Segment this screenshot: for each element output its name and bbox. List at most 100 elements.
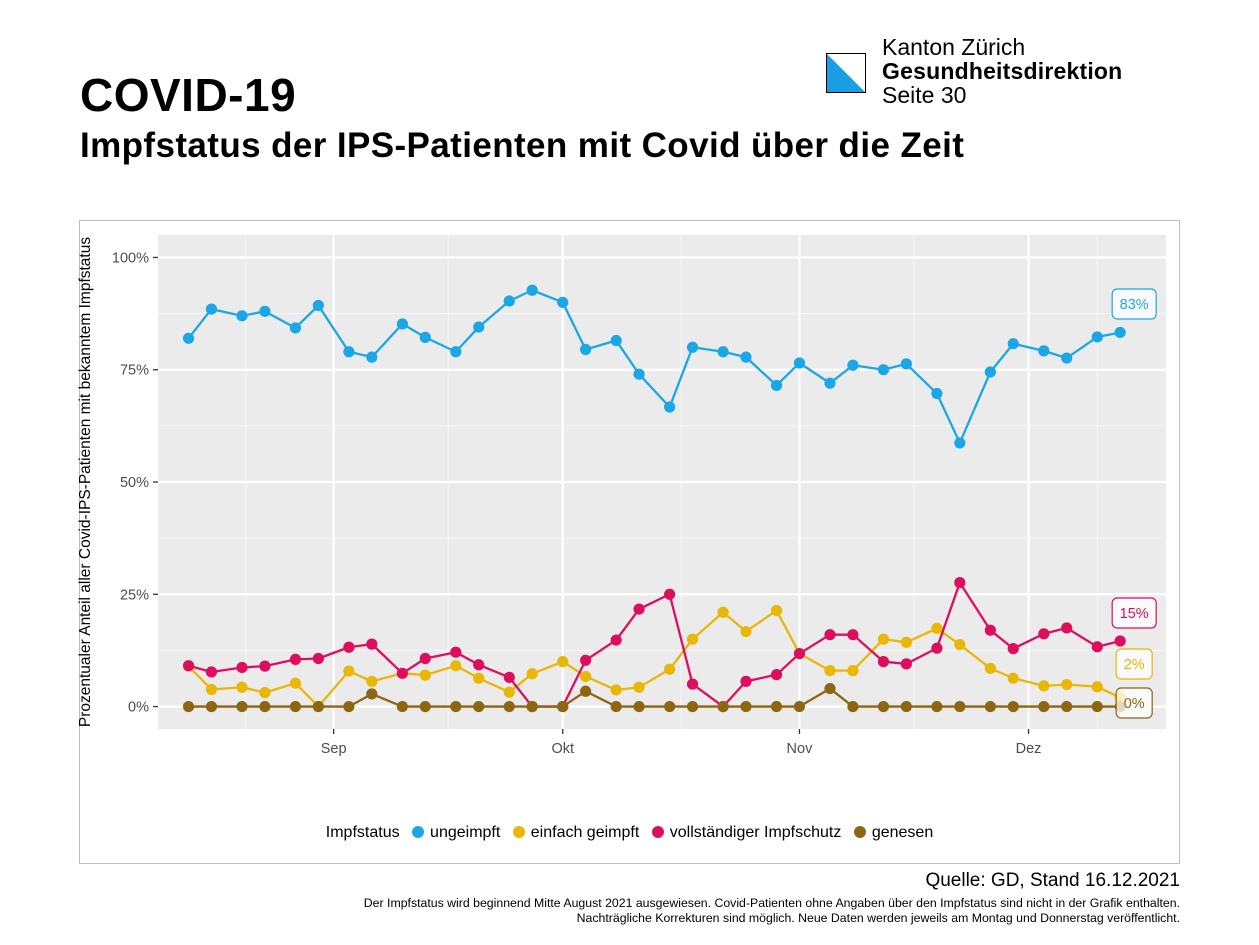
data-point <box>633 681 645 693</box>
legend-item-vollstaendiger-impfschutz: vollständiger Impfschutz <box>651 824 842 842</box>
data-point <box>740 675 752 687</box>
data-point <box>610 634 622 646</box>
data-point <box>503 700 515 713</box>
data-point <box>717 700 729 713</box>
data-point <box>580 654 592 666</box>
data-point <box>1061 700 1073 713</box>
data-point <box>580 670 592 683</box>
data-point <box>366 638 378 650</box>
data-point <box>343 346 355 358</box>
data-point <box>396 700 408 713</box>
data-point <box>312 652 324 665</box>
data-point <box>343 700 355 713</box>
data-point <box>450 700 462 713</box>
data-point <box>931 642 943 654</box>
data-point <box>633 603 645 615</box>
data-point <box>289 677 302 689</box>
data-point <box>1114 326 1126 339</box>
data-point <box>900 636 912 648</box>
data-point <box>205 666 218 678</box>
data-point <box>1007 338 1019 350</box>
department-name: Gesundheitsdirektion <box>882 58 1123 84</box>
data-point <box>580 685 592 697</box>
data-point <box>877 656 890 668</box>
data-point <box>289 322 302 334</box>
end-label-box <box>1111 597 1157 629</box>
chart-frame <box>79 220 1180 864</box>
data-point <box>610 684 622 696</box>
data-point <box>312 700 324 713</box>
legend-dot <box>651 826 664 838</box>
data-point <box>954 700 966 713</box>
data-point <box>877 700 890 713</box>
data-point <box>1061 678 1073 691</box>
org-name: Kanton Zürich <box>882 34 1026 60</box>
data-point <box>931 700 943 713</box>
y-axis-label: Prozentualer Anteil aller Covid-IPS-Pati… <box>77 236 94 728</box>
data-point <box>236 661 248 674</box>
data-point <box>473 659 485 671</box>
data-point <box>182 700 195 713</box>
data-point <box>1038 680 1050 692</box>
data-point <box>557 296 569 308</box>
data-point <box>450 660 462 672</box>
data-point <box>824 377 836 389</box>
data-point <box>473 700 485 713</box>
data-point <box>984 624 996 636</box>
data-point <box>793 700 806 713</box>
data-point <box>877 633 890 645</box>
data-point <box>824 665 836 677</box>
data-point <box>557 700 569 713</box>
data-point <box>236 310 248 322</box>
y-tick-label: 75% <box>120 363 149 379</box>
series-line <box>187 609 1121 708</box>
series-genesen <box>182 682 1126 713</box>
legend-label: ungeimpft <box>430 824 501 841</box>
data-point <box>205 700 218 713</box>
data-point <box>610 700 622 713</box>
legend-dot <box>512 826 525 838</box>
x-tick-label: Sep <box>321 741 347 757</box>
end-label: 0% <box>1124 696 1145 712</box>
data-point <box>664 588 676 600</box>
data-point <box>182 660 195 672</box>
data-point <box>824 682 836 695</box>
data-point <box>793 357 806 369</box>
data-point <box>1038 628 1050 640</box>
data-point <box>1007 700 1019 713</box>
data-point <box>770 604 783 617</box>
data-point <box>396 318 408 330</box>
data-point <box>419 669 431 681</box>
data-point <box>717 606 729 618</box>
data-point <box>289 653 302 665</box>
x-tick-label: Nov <box>787 741 814 757</box>
legend-label: einfach geimpft <box>530 824 640 841</box>
legend-label: genesen <box>871 824 934 841</box>
data-point <box>954 638 966 651</box>
data-point <box>259 687 271 699</box>
zurich-canton-flag-icon <box>826 53 866 93</box>
organization-block: Kanton Zürich Gesundheitsdirektion Seite… <box>882 35 1122 107</box>
data-point <box>419 652 431 665</box>
data-point <box>503 671 515 683</box>
legend-dot <box>412 826 425 838</box>
data-point <box>717 346 729 358</box>
data-point <box>847 700 859 713</box>
data-point <box>740 625 752 638</box>
data-point <box>793 647 806 660</box>
data-point <box>396 667 408 679</box>
footnotes: Der Impfstatus wird beginnend Mitte Augu… <box>364 896 1180 926</box>
data-point <box>366 675 378 687</box>
data-point <box>877 364 890 376</box>
data-point <box>205 303 218 315</box>
data-point <box>1061 352 1073 364</box>
series-ungeimpft <box>182 284 1126 449</box>
data-point <box>526 668 538 680</box>
x-tick-label: Okt <box>551 741 574 757</box>
data-point <box>580 343 592 356</box>
legend-label: vollständiger Impfschutz <box>669 824 842 841</box>
data-point <box>686 700 699 713</box>
y-tick-label: 50% <box>120 475 149 491</box>
y-tick-label: 0% <box>128 700 149 716</box>
data-point <box>900 358 912 370</box>
